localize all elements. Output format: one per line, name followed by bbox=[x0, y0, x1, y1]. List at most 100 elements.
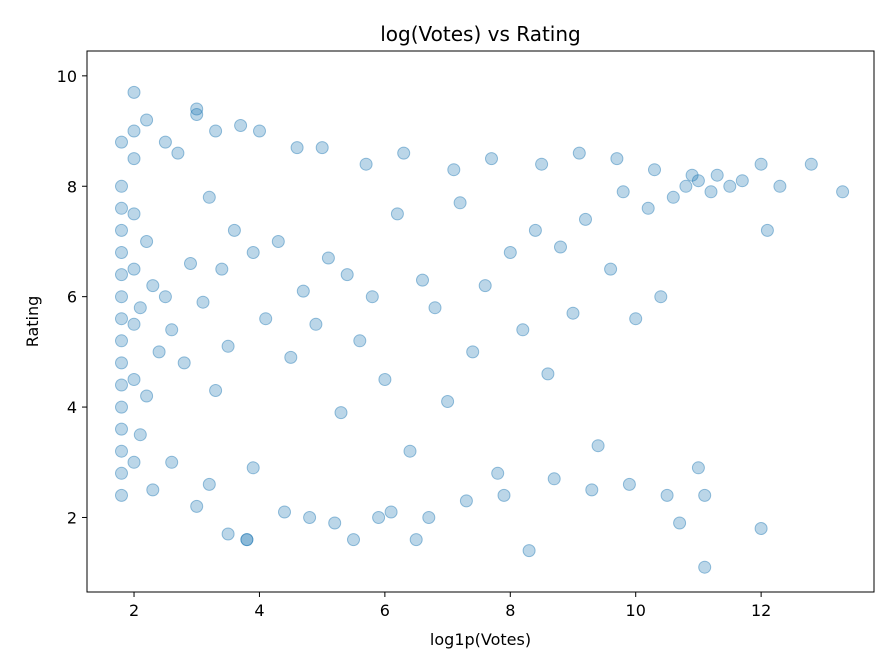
scatter-point bbox=[648, 163, 661, 177]
scatter-point bbox=[485, 152, 498, 166]
scatter-point bbox=[554, 240, 567, 254]
scatter-point bbox=[184, 257, 197, 270]
scatter-point bbox=[165, 455, 179, 469]
scatter-point bbox=[115, 201, 128, 215]
scatter-point bbox=[227, 223, 241, 237]
scatter-point bbox=[547, 472, 561, 486]
scatter-point bbox=[140, 113, 154, 127]
scatter-point bbox=[133, 428, 147, 442]
scatter-point bbox=[253, 124, 266, 138]
scatter-point bbox=[221, 339, 235, 353]
scatter-point bbox=[115, 268, 128, 282]
scatter-point bbox=[115, 223, 128, 237]
scatter-point bbox=[140, 389, 154, 403]
scatter-point bbox=[453, 196, 467, 210]
scatter-point bbox=[190, 499, 204, 513]
scatter-point bbox=[315, 141, 329, 155]
scatter-point bbox=[698, 488, 712, 502]
scatter-point bbox=[215, 262, 229, 276]
scatter-point bbox=[209, 124, 223, 138]
axis-ticks: 2 4 6 8 10 12 2 4 6 8 10 bbox=[57, 67, 772, 620]
scatter-point bbox=[685, 168, 699, 182]
scatter-point bbox=[259, 312, 273, 326]
scatter-point bbox=[115, 334, 128, 348]
scatter-point bbox=[535, 157, 549, 171]
scatter-point bbox=[773, 179, 787, 193]
y-tick-label: 6 bbox=[67, 288, 77, 307]
scatter-point bbox=[246, 246, 260, 259]
scatter-point bbox=[278, 505, 291, 519]
scatter-point bbox=[177, 356, 191, 370]
scatter-point bbox=[202, 477, 216, 491]
scatter-point bbox=[347, 533, 360, 547]
scatter-point bbox=[140, 235, 154, 248]
scatter-point bbox=[679, 179, 693, 193]
scatter-point bbox=[133, 301, 147, 315]
y-axis-label: Rating bbox=[23, 296, 42, 348]
scatter-point bbox=[691, 174, 705, 188]
scatter-point bbox=[146, 279, 160, 293]
scatter-point bbox=[416, 273, 429, 287]
scatter-point bbox=[240, 533, 254, 547]
scatter-point bbox=[321, 251, 335, 265]
scatter-point bbox=[422, 511, 436, 524]
scatter-point bbox=[309, 317, 323, 331]
scatter-point bbox=[804, 157, 818, 171]
scatter-point bbox=[384, 505, 398, 519]
scatter-point bbox=[754, 157, 768, 171]
scatter-point bbox=[303, 511, 317, 524]
scatter-point bbox=[115, 466, 128, 480]
scatter-point bbox=[503, 246, 517, 259]
scatter-point bbox=[723, 179, 737, 193]
scatter-point bbox=[735, 174, 749, 188]
scatter-point bbox=[246, 461, 260, 475]
scatter-point bbox=[209, 384, 223, 397]
scatter-point bbox=[579, 212, 592, 226]
scatter-point bbox=[221, 527, 235, 541]
scatter-point bbox=[127, 85, 141, 99]
scatter-point bbox=[334, 406, 348, 420]
scatter-point bbox=[127, 317, 141, 331]
scatter-point bbox=[115, 488, 128, 502]
scatter-point bbox=[127, 124, 141, 138]
scatter-point bbox=[158, 290, 172, 304]
scatter-point bbox=[365, 290, 379, 304]
scatter-point bbox=[390, 207, 404, 221]
scatter-point bbox=[522, 544, 536, 558]
scatter-point bbox=[616, 185, 630, 199]
scatter-point bbox=[441, 395, 455, 408]
scatter-point bbox=[271, 235, 285, 248]
scatter-point bbox=[459, 494, 473, 508]
scatter-point bbox=[127, 207, 141, 221]
scatter-point bbox=[673, 516, 687, 530]
scatter-point bbox=[447, 163, 461, 177]
scatter-point bbox=[165, 323, 179, 337]
scatter-point bbox=[622, 477, 636, 491]
scatter-point bbox=[528, 223, 542, 237]
scatter-point bbox=[698, 560, 712, 574]
x-tick-label: 12 bbox=[751, 601, 771, 620]
scatter-point bbox=[202, 190, 216, 204]
scatter-point bbox=[115, 312, 128, 326]
x-tick-label: 6 bbox=[380, 601, 390, 620]
scatter-point bbox=[466, 345, 480, 359]
y-tick-label: 2 bbox=[67, 508, 77, 527]
scatter-point bbox=[127, 152, 141, 166]
scatter-point bbox=[152, 345, 166, 359]
scatter-point bbox=[691, 461, 705, 475]
scatter-point bbox=[704, 185, 718, 199]
y-tick-label: 10 bbox=[57, 67, 77, 86]
x-tick-label: 4 bbox=[254, 601, 264, 620]
scatter-point bbox=[353, 334, 367, 348]
x-tick-label: 8 bbox=[505, 601, 515, 620]
scatter-point bbox=[541, 367, 555, 381]
scatter-point bbox=[372, 511, 386, 524]
scatter-points bbox=[115, 85, 850, 574]
scatter-point bbox=[340, 268, 354, 282]
scatter-point bbox=[115, 246, 128, 259]
y-tick-label: 4 bbox=[67, 398, 77, 417]
scatter-point bbox=[591, 439, 605, 453]
y-tick-label: 8 bbox=[67, 177, 77, 196]
scatter-point bbox=[409, 533, 423, 547]
